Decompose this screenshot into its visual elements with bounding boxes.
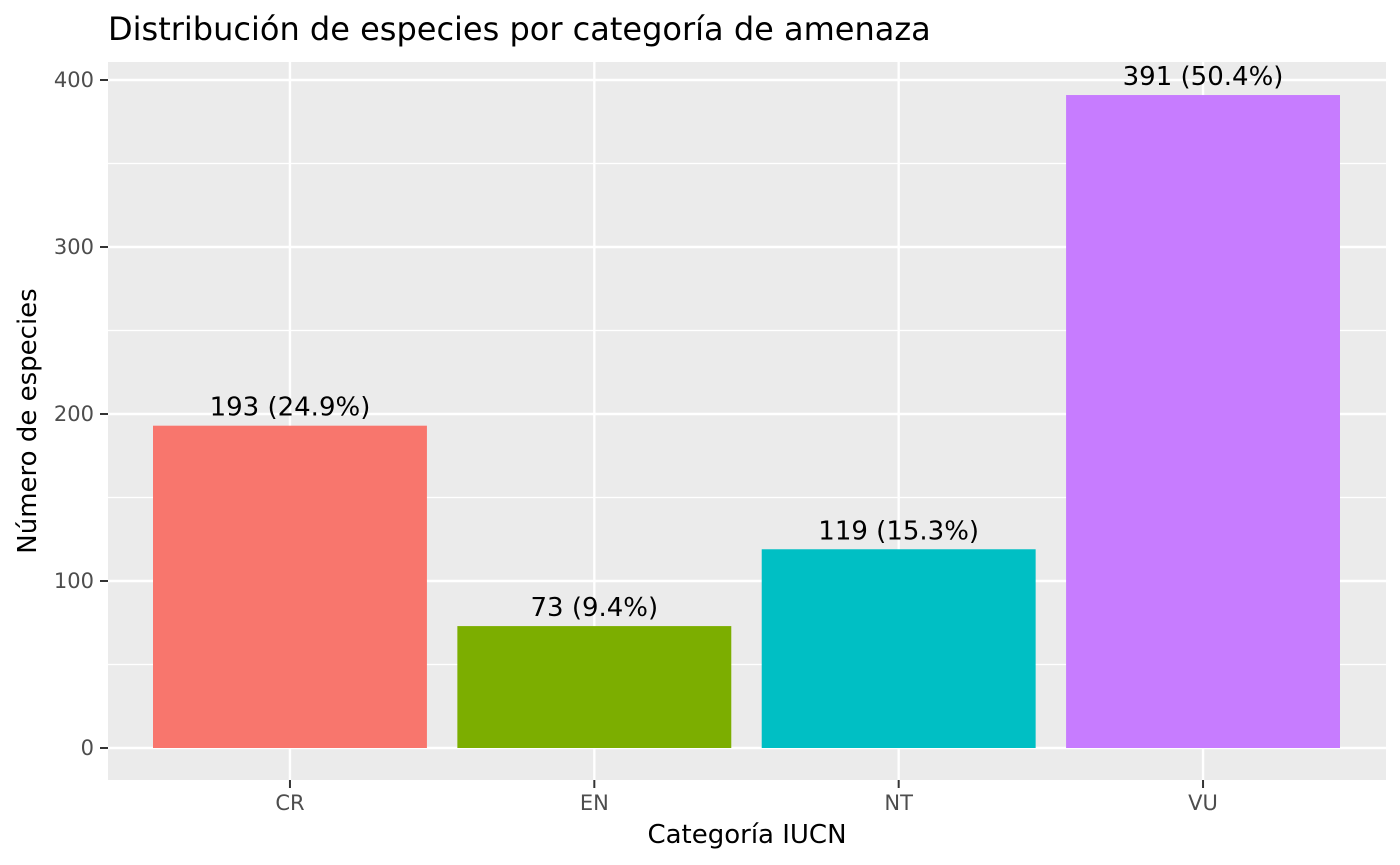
x-axis-title: Categoría IUCN [647, 820, 846, 850]
bars [153, 95, 1340, 748]
bar-nt [761, 549, 1036, 748]
data-label-vu: 391 (50.4%) [1123, 62, 1284, 92]
data-label-nt: 119 (15.3%) [818, 516, 979, 546]
y-tick-label: 400 [54, 68, 94, 92]
y-tick-label: 200 [54, 402, 94, 426]
x-tick-label-en: EN [580, 791, 609, 815]
data-label-cr: 193 (24.9%) [210, 393, 371, 423]
x-tick-label-nt: NT [884, 791, 913, 815]
y-tick-label: 0 [81, 736, 94, 760]
chart-title: Distribución de especies por categoría d… [108, 10, 931, 48]
y-tick-label: 100 [54, 569, 94, 593]
y-axis-title: Número de especies [13, 288, 43, 553]
bar-cr [153, 425, 427, 748]
y-axis: 0 100 200 300 400 [54, 68, 108, 760]
data-label-en: 73 (9.4%) [530, 593, 658, 623]
y-tick-label: 300 [54, 235, 94, 259]
data-labels: 193 (24.9%) 73 (9.4%) 119 (15.3%) 391 (50.4… [210, 62, 1284, 623]
x-tick-label-cr: CR [275, 791, 304, 815]
x-axis: CR EN NT VU [275, 780, 1218, 815]
x-tick-label-vu: VU [1188, 791, 1218, 815]
bar-en [457, 626, 732, 748]
bar-vu [1066, 95, 1340, 748]
